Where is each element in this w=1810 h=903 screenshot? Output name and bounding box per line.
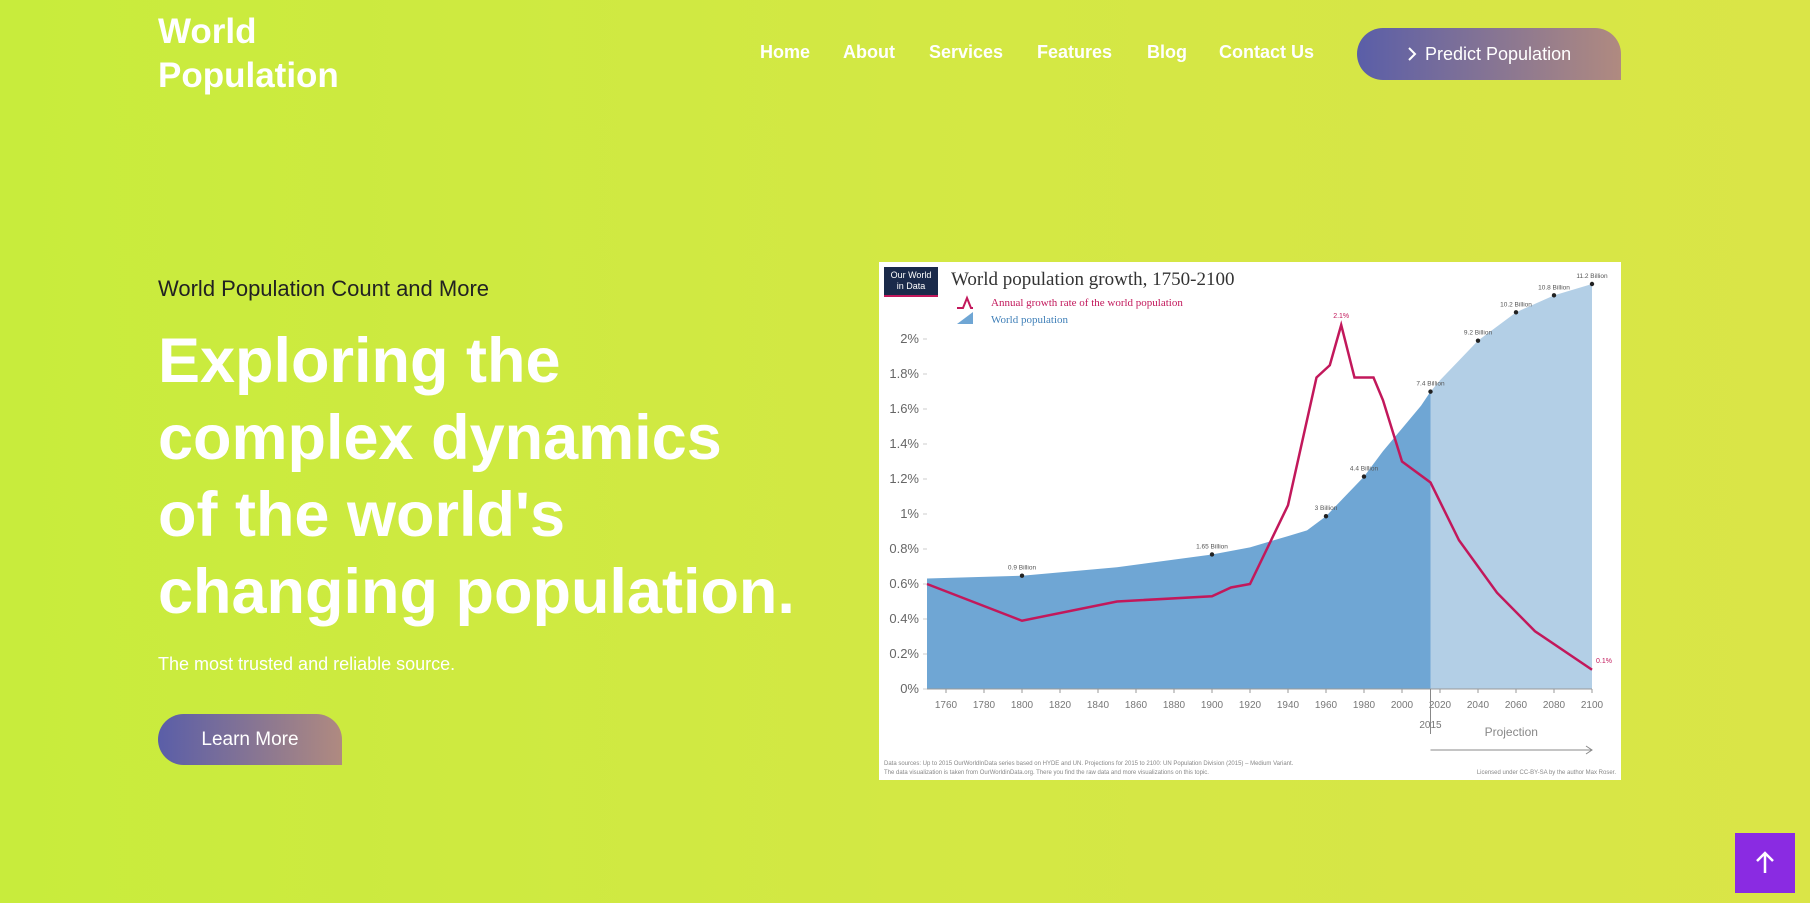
data-label: 11.2 Billion bbox=[1576, 273, 1608, 280]
data-label: 2.1% bbox=[1333, 313, 1349, 320]
owid-logo bbox=[884, 267, 938, 297]
legend-label: World population bbox=[991, 314, 1069, 326]
x-tick-label: 2100 bbox=[1581, 700, 1604, 711]
population-point bbox=[1428, 389, 1433, 394]
source-note: The data visualization is taken from Our… bbox=[884, 770, 1209, 776]
x-tick-label: 1940 bbox=[1277, 700, 1300, 711]
population-point bbox=[1513, 310, 1519, 315]
subtitle: The most trusted and reliable source. bbox=[158, 654, 456, 674]
data-label: 0.1% bbox=[1596, 658, 1612, 665]
x-tick-label: 1900 bbox=[1201, 700, 1224, 711]
data-label: 9.2 Billion bbox=[1464, 330, 1493, 337]
y-tick-label: 0.4% bbox=[889, 611, 919, 626]
predict-button[interactable]: Predict Population bbox=[1357, 28, 1621, 80]
y-tick-label: 1.8% bbox=[889, 366, 919, 381]
population-point bbox=[1209, 552, 1215, 557]
heading-line: of the world's bbox=[158, 480, 565, 550]
data-label: 4.4 Billion bbox=[1350, 466, 1379, 473]
legend-icon bbox=[957, 295, 973, 309]
nav-link[interactable]: Home bbox=[760, 42, 811, 62]
chevron-icon bbox=[1408, 47, 1417, 61]
projection-arrow bbox=[1430, 745, 1593, 755]
population-point bbox=[1589, 281, 1595, 287]
population-point bbox=[1361, 474, 1367, 479]
x-tick-label: 1880 bbox=[1163, 700, 1186, 711]
legend-icon bbox=[957, 312, 973, 324]
x-tick-label: 1780 bbox=[973, 700, 996, 711]
y-tick-label: 0.8% bbox=[889, 541, 919, 556]
data-label: 10.2 Billion bbox=[1500, 301, 1532, 308]
y-tick-label: 1.2% bbox=[889, 471, 919, 486]
legend-label: Annual growth rate of the world populati… bbox=[991, 297, 1183, 309]
owid-logo-stripe bbox=[884, 295, 938, 297]
growth-line bbox=[926, 320, 1593, 671]
population-point bbox=[1551, 293, 1557, 298]
data-label: 0.9 Billion bbox=[1008, 565, 1037, 572]
y-tick-label: 1% bbox=[900, 506, 919, 521]
y-tick-label: 0.2% bbox=[889, 646, 919, 661]
learn-more-button[interactable]: Learn More bbox=[158, 714, 342, 765]
y-tick-label: 1.4% bbox=[889, 436, 919, 451]
chart-title: World population growth, 1750-2100 bbox=[951, 269, 1234, 290]
nav-link[interactable]: Blog bbox=[1147, 42, 1187, 62]
nav-link[interactable]: Services bbox=[929, 42, 1004, 62]
heading-line: Exploring the bbox=[158, 326, 561, 396]
population-area bbox=[927, 391, 1431, 689]
projection-label: Projection bbox=[1485, 725, 1538, 739]
arrow-up-icon bbox=[1756, 851, 1774, 873]
x-tick-label: 2080 bbox=[1543, 700, 1566, 711]
x-tick-label: 1860 bbox=[1125, 700, 1148, 711]
x-tick-label: 2040 bbox=[1467, 700, 1490, 711]
y-tick-label: 0.6% bbox=[889, 576, 919, 591]
population-point bbox=[1475, 338, 1481, 343]
x-tick-label: 2020 bbox=[1429, 700, 1452, 711]
nav-link[interactable]: About bbox=[843, 42, 895, 62]
population-area bbox=[1430, 284, 1592, 689]
data-label: 10.8 Billion bbox=[1538, 284, 1570, 291]
data-label: 7.4 Billion bbox=[1416, 381, 1445, 388]
heading-line: changing population. bbox=[158, 557, 795, 627]
y-tick-label: 0% bbox=[900, 681, 919, 696]
x-tick-label: 1840 bbox=[1087, 700, 1110, 711]
population-point bbox=[1019, 573, 1025, 578]
nav-link[interactable]: Contact Us bbox=[1219, 42, 1315, 62]
source-note: Data sources: Up to 2015 OurWorldInData … bbox=[884, 761, 1294, 767]
x-tick-label: 1800 bbox=[1011, 700, 1034, 711]
x-tick-label: 1980 bbox=[1353, 700, 1376, 711]
y-tick-label: 2% bbox=[900, 331, 919, 346]
logo-line: Population bbox=[158, 56, 339, 95]
x-tick-label: 1960 bbox=[1315, 700, 1338, 711]
logo[interactable]: World Population bbox=[158, 10, 339, 98]
x-tick-label: 2060 bbox=[1505, 700, 1528, 711]
x-tick-label: 1760 bbox=[935, 700, 958, 711]
license-note: Licensed under CC-BY-SA by the author Ma… bbox=[1477, 770, 1617, 776]
heading: Exploring the complex dynamics of the wo… bbox=[158, 323, 795, 631]
y-tick-label: 1.6% bbox=[889, 401, 919, 416]
data-label: 1.65 Billion bbox=[1196, 543, 1228, 550]
data-label: 3 Billion bbox=[1315, 505, 1338, 512]
x-tick-label: 1920 bbox=[1239, 700, 1262, 711]
eyebrow: World Population Count and More bbox=[158, 276, 490, 301]
x-tick-label: 1820 bbox=[1049, 700, 1072, 711]
nav-link[interactable]: Features bbox=[1037, 42, 1113, 62]
owid-logo-text: Our World bbox=[891, 270, 932, 280]
owid-logo-text: in Data bbox=[897, 281, 926, 291]
button-label: Predict Population bbox=[1425, 44, 1572, 64]
chart-image: Our World in Data World population growt… bbox=[879, 262, 1621, 780]
projection-year: 2015 bbox=[1419, 720, 1442, 731]
scroll-top-button[interactable] bbox=[1735, 833, 1795, 893]
x-tick-label: 2000 bbox=[1391, 700, 1414, 711]
heading-line: complex dynamics bbox=[158, 403, 722, 473]
logo-line: World bbox=[158, 12, 257, 51]
population-point bbox=[1323, 514, 1329, 519]
